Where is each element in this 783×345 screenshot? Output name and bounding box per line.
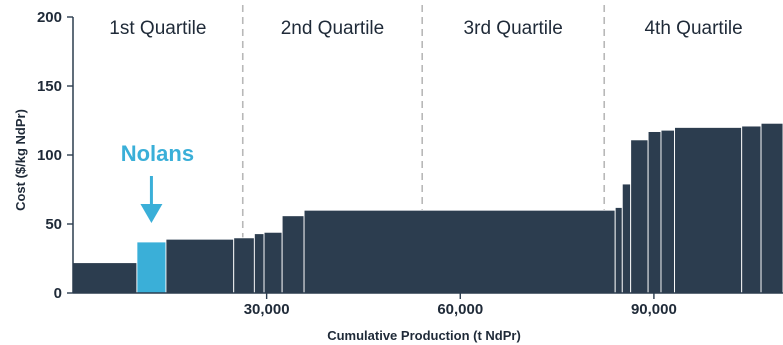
quartile-labels: 1st Quartile 2nd Quartile 3rd Quartile 4th … <box>109 18 742 39</box>
cost-bar <box>647 131 662 294</box>
nolans-annotation: Nolans <box>121 141 194 223</box>
cost-bars <box>72 122 783 294</box>
cost-bar <box>72 262 138 294</box>
quartile-label-1: 1st Quartile <box>109 18 206 39</box>
y-tick-label: 0 <box>54 285 62 302</box>
quartile-label-4: 4th Quartile <box>644 18 742 39</box>
cost-bar <box>233 237 255 294</box>
cost-bar <box>281 215 305 294</box>
cost-bar <box>621 183 632 294</box>
y-axis-title: Cost ($/kg NdPr) <box>13 109 28 211</box>
cost-bar <box>741 125 762 294</box>
nolans-label: Nolans <box>121 141 194 166</box>
x-tick-label: 90,000 <box>631 301 677 318</box>
cost-bar <box>760 122 783 294</box>
quartile-label-3: 3rd Quartile <box>464 18 563 39</box>
cost-bar <box>674 126 743 294</box>
cost-bar <box>165 238 235 294</box>
nolans-arrow-head <box>140 204 163 223</box>
cost-bar <box>630 139 649 294</box>
cost-bar-nolans <box>136 241 167 294</box>
x-axis-title: Cumulative Production (t NdPr) <box>327 328 521 343</box>
cost-bar <box>263 231 283 294</box>
y-tick-label: 100 <box>37 147 62 164</box>
cost-bar <box>660 129 676 294</box>
y-tick-label: 150 <box>37 78 62 95</box>
y-tick-label: 50 <box>45 216 62 233</box>
x-axis-ticks: 30,000 60,000 90,000 <box>244 293 677 318</box>
cost-bar <box>614 206 623 294</box>
cost-bar <box>303 209 616 294</box>
y-axis-ticks: 0 50 100 150 200 <box>37 9 73 302</box>
cost-bar <box>253 233 265 294</box>
quartile-label-2: 2nd Quartile <box>281 18 385 39</box>
x-tick-label: 60,000 <box>437 301 483 318</box>
x-tick-label: 30,000 <box>244 301 290 318</box>
y-tick-label: 200 <box>37 9 62 26</box>
